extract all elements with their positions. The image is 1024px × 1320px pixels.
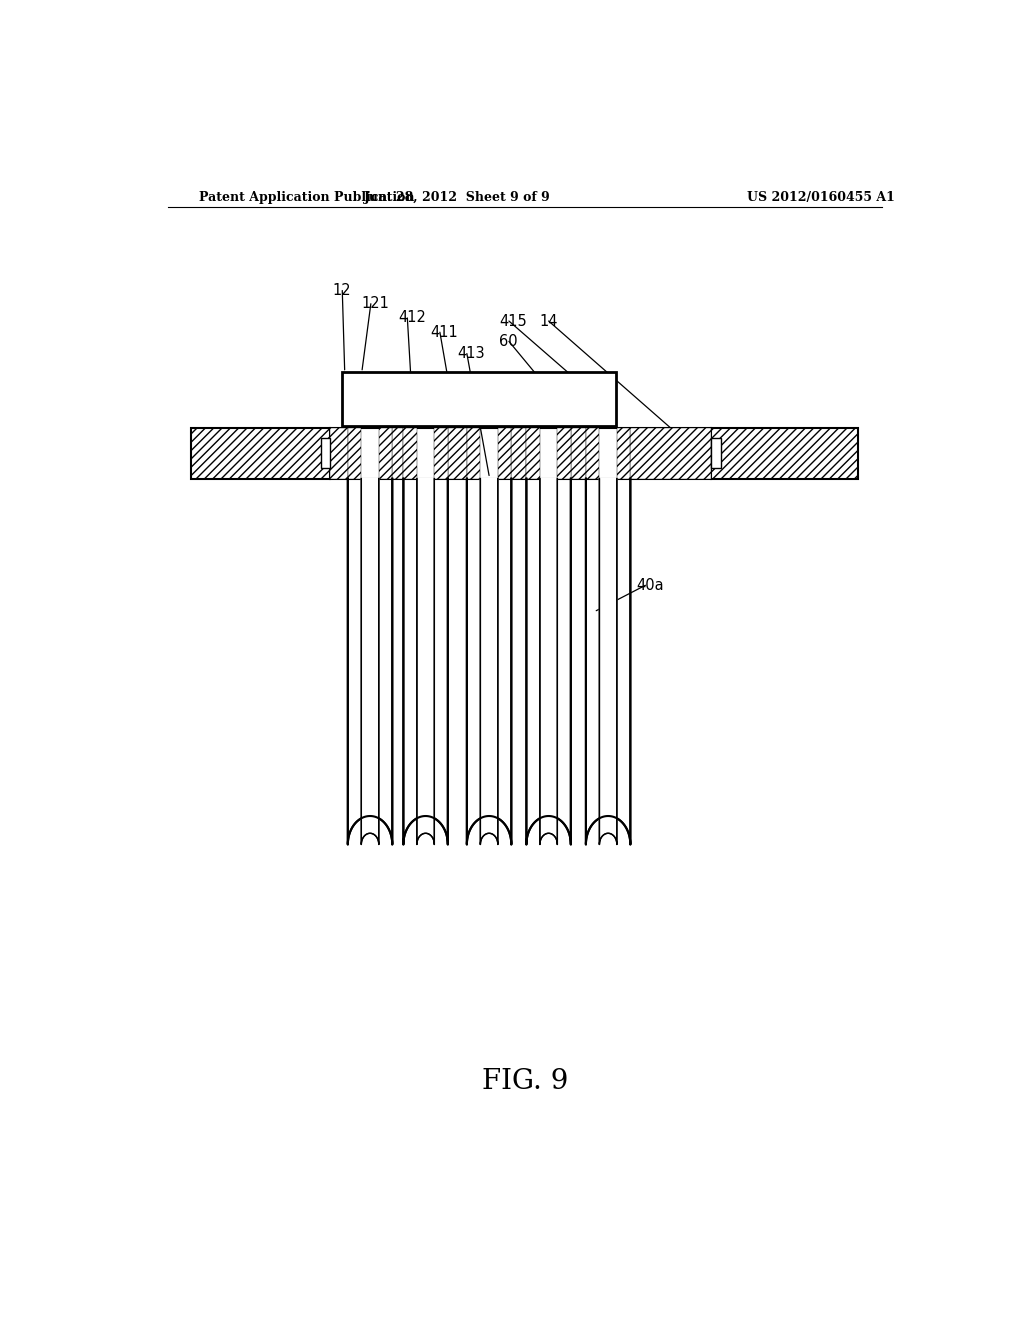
Text: US 2012/0160455 A1: US 2012/0160455 A1 (748, 191, 895, 203)
Text: 412: 412 (397, 310, 426, 326)
Polygon shape (361, 479, 379, 845)
Bar (712, 438, 721, 469)
Bar (586, 428, 599, 479)
Bar (342, 372, 616, 426)
Polygon shape (540, 479, 557, 845)
Text: 40a: 40a (636, 578, 664, 593)
Text: 415: 415 (500, 314, 527, 329)
Bar (321, 438, 331, 469)
Bar (403, 428, 417, 479)
Text: 14: 14 (539, 314, 558, 329)
Bar (511, 428, 526, 479)
Text: 413: 413 (458, 346, 485, 362)
Bar (191, 428, 331, 479)
Bar (526, 428, 540, 479)
Text: FIG. 9: FIG. 9 (481, 1068, 568, 1094)
Bar (712, 428, 858, 479)
Text: Jun. 28, 2012  Sheet 9 of 9: Jun. 28, 2012 Sheet 9 of 9 (364, 191, 551, 203)
Text: 60: 60 (500, 334, 518, 348)
Bar (570, 428, 586, 479)
Bar (631, 428, 712, 479)
Bar (467, 428, 480, 479)
Bar (557, 428, 570, 479)
Polygon shape (480, 479, 498, 845)
Text: 121: 121 (361, 296, 389, 312)
Bar (379, 428, 392, 479)
Bar (348, 428, 361, 479)
Polygon shape (599, 479, 616, 845)
Bar (498, 428, 511, 479)
Bar (331, 428, 712, 479)
Polygon shape (417, 479, 434, 845)
Bar (447, 428, 467, 479)
Text: 12: 12 (333, 282, 351, 298)
Bar (616, 428, 631, 479)
Bar (434, 428, 447, 479)
Text: 411: 411 (430, 325, 458, 339)
Bar (331, 428, 348, 479)
Text: Patent Application Publication: Patent Application Publication (200, 191, 415, 203)
Bar (392, 428, 403, 479)
